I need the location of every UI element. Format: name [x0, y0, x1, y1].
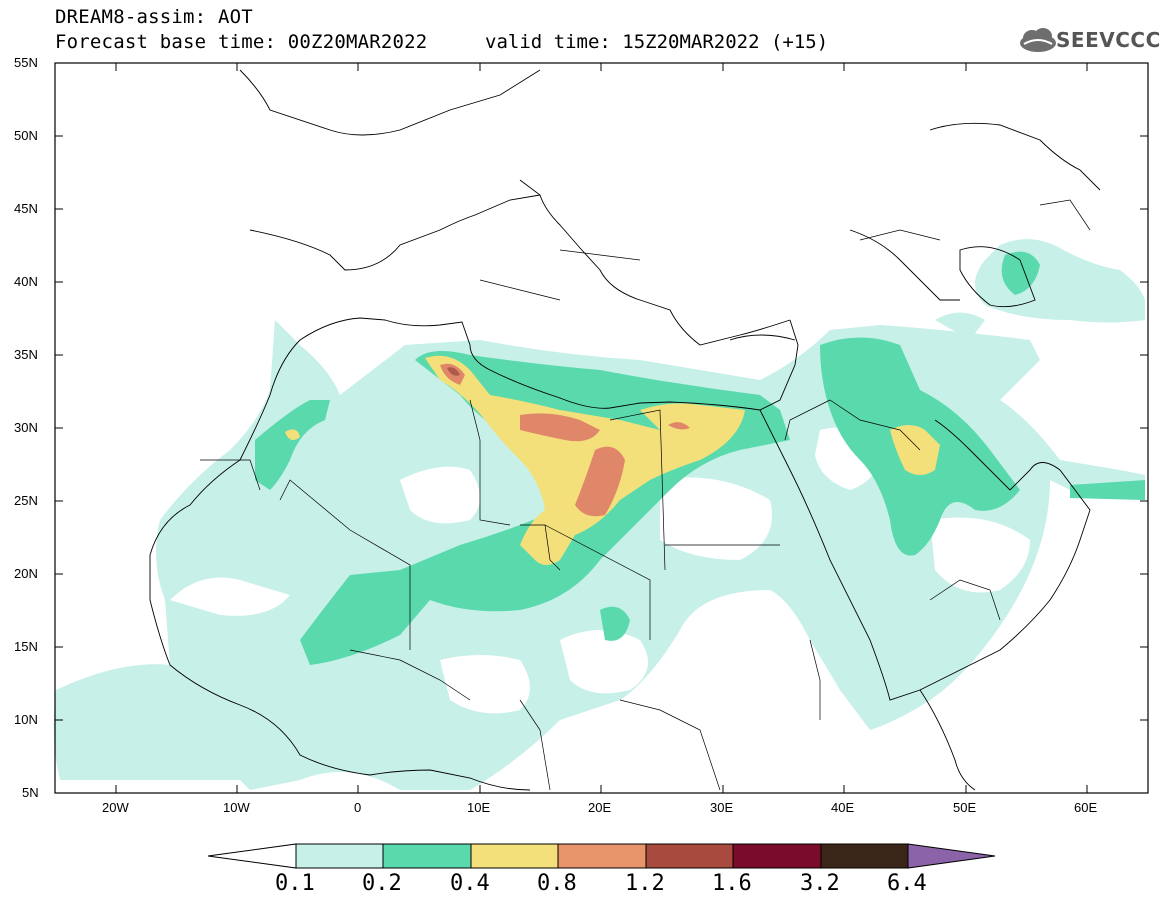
lon-label-20w: 20W [102, 800, 129, 815]
lat-label-5n: 5N [22, 785, 39, 800]
lat-label-30n: 30N [14, 420, 38, 435]
colorbar-high-arrow [907, 843, 996, 869]
colorbar-label-3-2: 3.2 [800, 871, 840, 896]
country-borders [200, 199, 1091, 791]
cloud-icon [1020, 28, 1056, 52]
colorbar-bin-2 [382, 843, 472, 869]
lon-ticks [115, 63, 1088, 793]
lat-label-35n: 35N [14, 347, 38, 362]
lon-label-0: 0 [354, 800, 362, 815]
colorbar-label-1-2: 1.2 [625, 871, 665, 896]
colorbar-bin-5 [645, 843, 734, 869]
lat-label-20n: 20N [14, 566, 38, 581]
logo-text: SEEVCCC [1056, 28, 1161, 52]
colorbar-bin-3 [470, 843, 559, 869]
lat-label-25n: 25N [14, 493, 38, 508]
lat-label-55n: 55N [14, 55, 38, 70]
lat-ticks [55, 62, 1148, 794]
lon-label-40e: 40E [831, 800, 855, 815]
lon-label-50e: 50E [953, 800, 977, 815]
colorbar-bin-1 [295, 843, 384, 869]
colorbar-bin-6 [732, 843, 822, 869]
coastlines [149, 69, 1101, 791]
colorbar-bin-4 [557, 843, 647, 869]
lat-label-50n: 50N [14, 128, 38, 143]
colorbar-label-0-2: 0.2 [362, 871, 402, 896]
lon-label-30e: 30E [710, 800, 734, 815]
aot-field-extreme [447, 367, 460, 376]
valid-time: valid time: 15Z20MAR2022 (+15) [485, 31, 829, 53]
lat-label-10n: 10N [14, 712, 38, 727]
forecast-base-time: Forecast base time: 00Z20MAR2022 [55, 31, 428, 53]
lon-label-10w: 10W [223, 800, 250, 815]
lon-label-10e: 10E [467, 800, 491, 815]
aot-field-high [285, 355, 940, 565]
colorbar-label-0-1: 0.1 [275, 871, 315, 896]
lat-label-45n: 45N [14, 201, 38, 216]
colorbar-bin-7 [820, 843, 909, 869]
seevccc-logo [1020, 28, 1056, 52]
colorbar-label-0-4: 0.4 [450, 871, 490, 896]
colorbar-label-1-6: 1.6 [712, 871, 752, 896]
title-line-1: DREAM8-assim: AOT [55, 6, 253, 28]
lat-label-15n: 15N [14, 639, 38, 654]
lon-label-60e: 60E [1074, 800, 1098, 815]
lon-label-20e: 20E [588, 800, 612, 815]
colorbar [207, 843, 996, 869]
lat-label-40n: 40N [14, 274, 38, 289]
colorbar-low-arrow [207, 843, 297, 869]
colorbar-label-6-4: 6.4 [887, 871, 927, 896]
colorbar-label-0-8: 0.8 [537, 871, 577, 896]
